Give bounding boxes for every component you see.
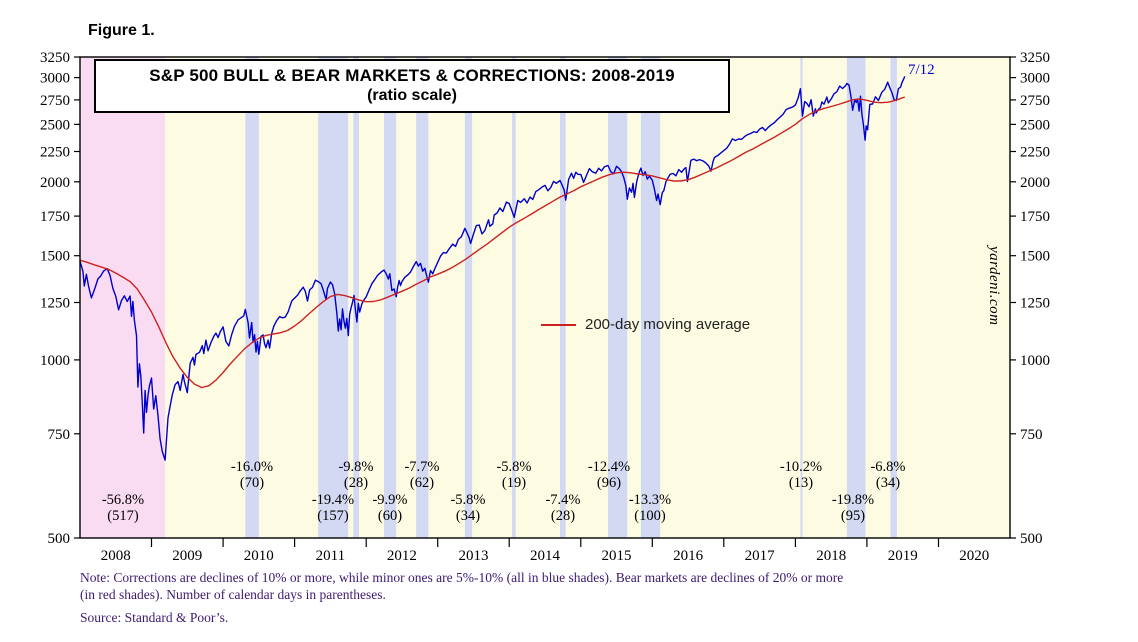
x-axis-year-label: 2010 bbox=[244, 548, 274, 564]
x-axis-year-label: 2020 bbox=[959, 548, 989, 564]
y-axis-label-right: 2000 bbox=[1020, 175, 1050, 191]
x-axis-year-label: 2017 bbox=[745, 548, 776, 564]
last-point-date-label: 7/12 bbox=[908, 62, 935, 78]
correction-band bbox=[846, 57, 866, 538]
correction-band bbox=[512, 57, 516, 538]
y-axis-label-right: 3250 bbox=[1020, 50, 1050, 66]
y-axis-label-left: 3000 bbox=[40, 71, 70, 87]
moving-average-line-icon bbox=[541, 323, 576, 326]
x-axis-year-label: 2012 bbox=[387, 548, 417, 564]
footnote-line1: Note: Corrections are declines of 10% or… bbox=[80, 570, 844, 585]
y-axis-label-left: 500 bbox=[48, 531, 71, 547]
y-axis-label-right: 2250 bbox=[1020, 145, 1050, 161]
y-axis-label-left: 2750 bbox=[40, 93, 70, 109]
x-axis-year-label: 2011 bbox=[316, 548, 345, 564]
correction-band bbox=[384, 57, 397, 538]
y-axis-label-left: 1750 bbox=[40, 209, 70, 225]
correction-band bbox=[416, 57, 429, 538]
correction-band bbox=[353, 57, 359, 538]
y-axis-label-right: 500 bbox=[1020, 531, 1043, 547]
footnote: Note: Corrections are declines of 10% or… bbox=[80, 570, 843, 627]
chart-subtitle: (ratio scale) bbox=[367, 87, 457, 104]
y-axis-label-left: 2000 bbox=[40, 175, 70, 191]
correction-band bbox=[890, 57, 897, 538]
x-axis-year-label: 2018 bbox=[816, 548, 846, 564]
legend: 200-day moving average bbox=[541, 316, 750, 333]
y-axis-label-left: 1250 bbox=[40, 296, 70, 312]
legend-label: 200-day moving average bbox=[585, 316, 751, 333]
y-axis-label-left: 750 bbox=[48, 427, 71, 443]
y-axis-label-right: 3000 bbox=[1020, 71, 1050, 87]
chart-title-box: S&P 500 BULL & BEAR MARKETS & CORRECTION… bbox=[94, 59, 730, 113]
y-axis-label-right: 1750 bbox=[1020, 209, 1050, 225]
x-axis-year-label: 2015 bbox=[602, 548, 632, 564]
y-axis-label-right: 2500 bbox=[1020, 117, 1050, 133]
x-axis-year-label: 2016 bbox=[673, 548, 704, 564]
x-axis-year-label: 2009 bbox=[172, 548, 202, 564]
y-axis-label-left: 1000 bbox=[40, 353, 70, 369]
correction-band bbox=[245, 57, 259, 538]
correction-band bbox=[800, 57, 803, 538]
correction-band bbox=[560, 57, 566, 538]
correction-band bbox=[464, 57, 473, 538]
y-axis-label-right: 1250 bbox=[1020, 296, 1050, 312]
chart-canvas: 500 500 750 750 1000 1000 1250 1250 1500 1500 1750… bbox=[40, 50, 1050, 564]
chart-title: S&P 500 BULL & BEAR MARKETS & CORRECTION… bbox=[149, 66, 675, 85]
source-line: Source: Standard & Poor’s. bbox=[80, 610, 229, 625]
watermark-yardeni: yardeni.com bbox=[986, 246, 1002, 326]
y-axis-label-right: 1000 bbox=[1020, 353, 1050, 369]
correction-band bbox=[608, 57, 628, 538]
moving-average-line bbox=[79, 96, 906, 389]
sp500-line bbox=[79, 76, 906, 461]
plot-border bbox=[79, 56, 1011, 539]
footnote-line2: (in red shades). Number of calendar days… bbox=[80, 586, 386, 602]
x-axis-year-label: 2019 bbox=[888, 548, 918, 564]
correction-band bbox=[318, 57, 349, 538]
plot-background bbox=[80, 57, 1010, 538]
correction-band bbox=[640, 57, 661, 538]
y-axis-label-right: 750 bbox=[1020, 427, 1043, 443]
y-axis-label-left: 1500 bbox=[40, 249, 70, 265]
figure-label: Figure 1. bbox=[88, 22, 155, 39]
x-axis-year-label: 2013 bbox=[459, 548, 489, 564]
y-axis-label-left: 3250 bbox=[40, 50, 70, 66]
y-axis-label-right: 1500 bbox=[1020, 249, 1050, 265]
x-axis-year-label: 2008 bbox=[101, 548, 131, 564]
y-axis-label-left: 2500 bbox=[40, 117, 70, 133]
y-axis-label-right: 2750 bbox=[1020, 93, 1050, 109]
x-axis-year-label: 2014 bbox=[530, 548, 561, 564]
y-axis-label-left: 2250 bbox=[40, 145, 70, 161]
